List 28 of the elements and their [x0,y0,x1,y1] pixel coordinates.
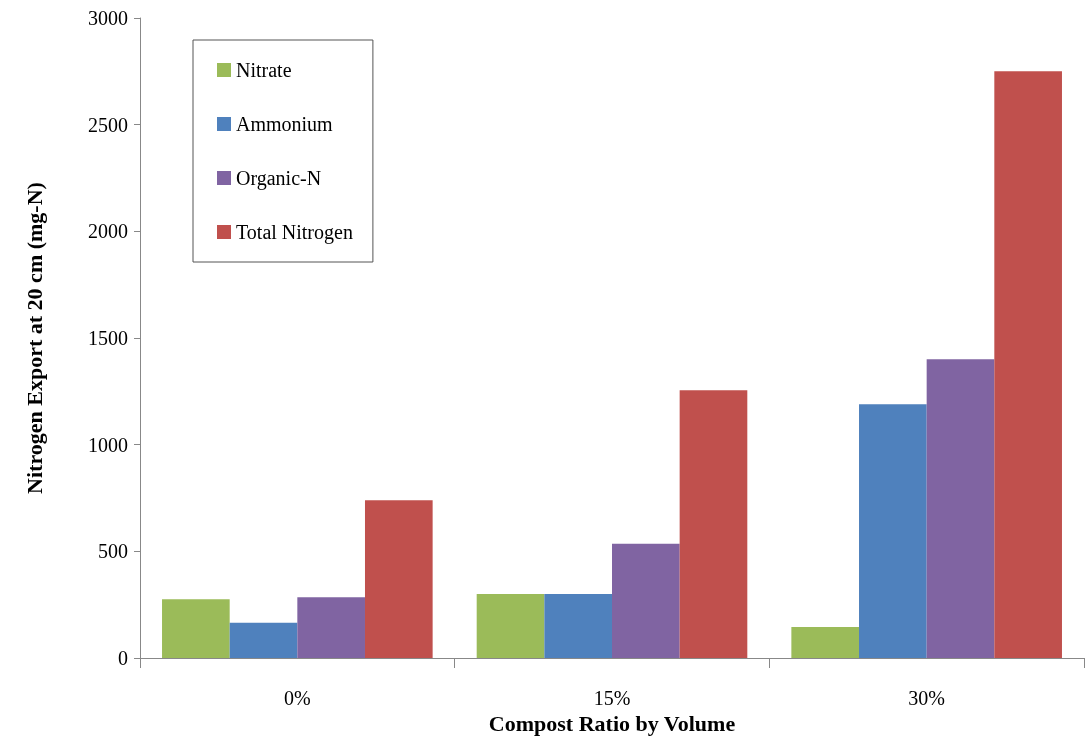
y-tick-label: 0 [118,647,128,669]
y-tick-label: 2000 [88,220,128,243]
x-axis-title: Compost Ratio by Volume [488,711,736,737]
legend-label: Organic-N [236,167,322,190]
bar [162,599,230,658]
bar [476,594,545,658]
bar [364,500,433,658]
bar [994,71,1062,658]
bar [679,390,748,658]
legend-label: Ammonium [236,113,334,135]
y-tick-label: 2500 [88,113,128,136]
x-tick-label: 0% [284,687,311,709]
y-tick-label: 1000 [88,433,128,456]
y-tick-label: 1500 [88,327,128,349]
y-tick-label: 500 [98,540,128,563]
bar [612,543,680,658]
x-tick-label: 30% [908,687,945,709]
legend-label: Nitrate [236,59,292,81]
bar [926,359,995,658]
bar [791,627,860,658]
bar [859,404,927,658]
x-tick-label: 15% [593,687,631,709]
bar [297,597,365,658]
legend-label: Total Nitrogen [236,221,353,244]
y-tick-label: 3000 [88,7,128,29]
bar [544,594,612,658]
bar [229,622,298,658]
y-axis-title: Nitrogen Export at 20 cm (mg-N) [21,182,47,494]
